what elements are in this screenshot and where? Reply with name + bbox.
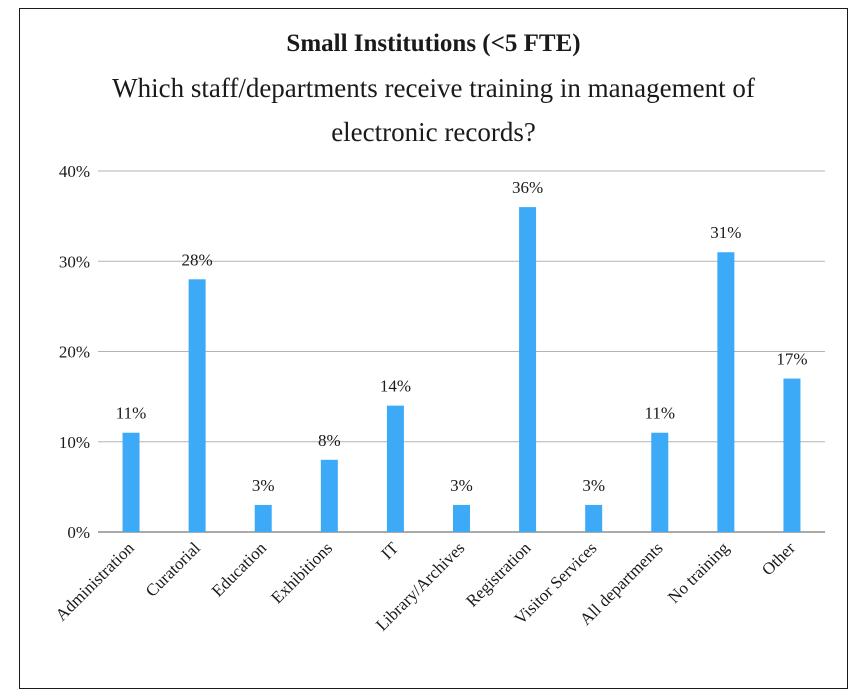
data-labels: 11% 28% 3% 8% 14% 3% 36% 3% 11% 31% 17% [116, 178, 808, 495]
x-tick-label: IT [377, 538, 402, 563]
chart-title: Small Institutions (<5 FTE) [286, 30, 581, 57]
data-label: 8% [318, 431, 341, 450]
bar [320, 459, 338, 532]
data-label: 14% [380, 377, 411, 396]
data-label: 31% [710, 223, 741, 242]
bar [717, 252, 735, 532]
x-tick-label: Administration [52, 538, 139, 625]
bar [783, 378, 801, 532]
bars [122, 207, 801, 532]
x-tick-label: No training [664, 538, 733, 607]
chart-frame [19, 8, 848, 689]
bar [585, 504, 603, 532]
bar [254, 504, 272, 532]
x-tick-label: Curatorial [142, 538, 204, 600]
data-label: 28% [182, 250, 213, 269]
x-axis-ticks: Administration Curatorial EducationExhibit… [52, 538, 799, 635]
bar [386, 405, 404, 532]
bar [453, 504, 470, 532]
y-tick-label: 10% [59, 433, 90, 452]
x-tick-label: Registration [462, 538, 535, 611]
data-label: 17% [776, 350, 807, 369]
data-label: 11% [116, 404, 147, 423]
data-label: 3% [252, 476, 275, 495]
bar [519, 207, 537, 532]
y-tick-label: 40% [59, 162, 90, 181]
x-tick-label: Exhibitions [267, 538, 336, 607]
y-tick-label: 20% [59, 343, 90, 362]
y-tick-label: 0% [67, 523, 90, 542]
bar [651, 432, 669, 532]
bar [122, 432, 140, 532]
y-axis-ticks: 0% 10% 20% 30% 40% [59, 162, 90, 542]
data-label: 36% [512, 178, 543, 197]
data-label: 3% [582, 476, 605, 495]
y-tick-label: 30% [59, 252, 90, 271]
x-tick-label: Other [758, 538, 799, 579]
x-tick-label: Education [208, 538, 271, 601]
chart-subtitle: Which staff/departments receive training… [112, 73, 755, 147]
data-label: 3% [450, 476, 473, 495]
data-label: 11% [645, 404, 676, 423]
bar [188, 279, 206, 532]
